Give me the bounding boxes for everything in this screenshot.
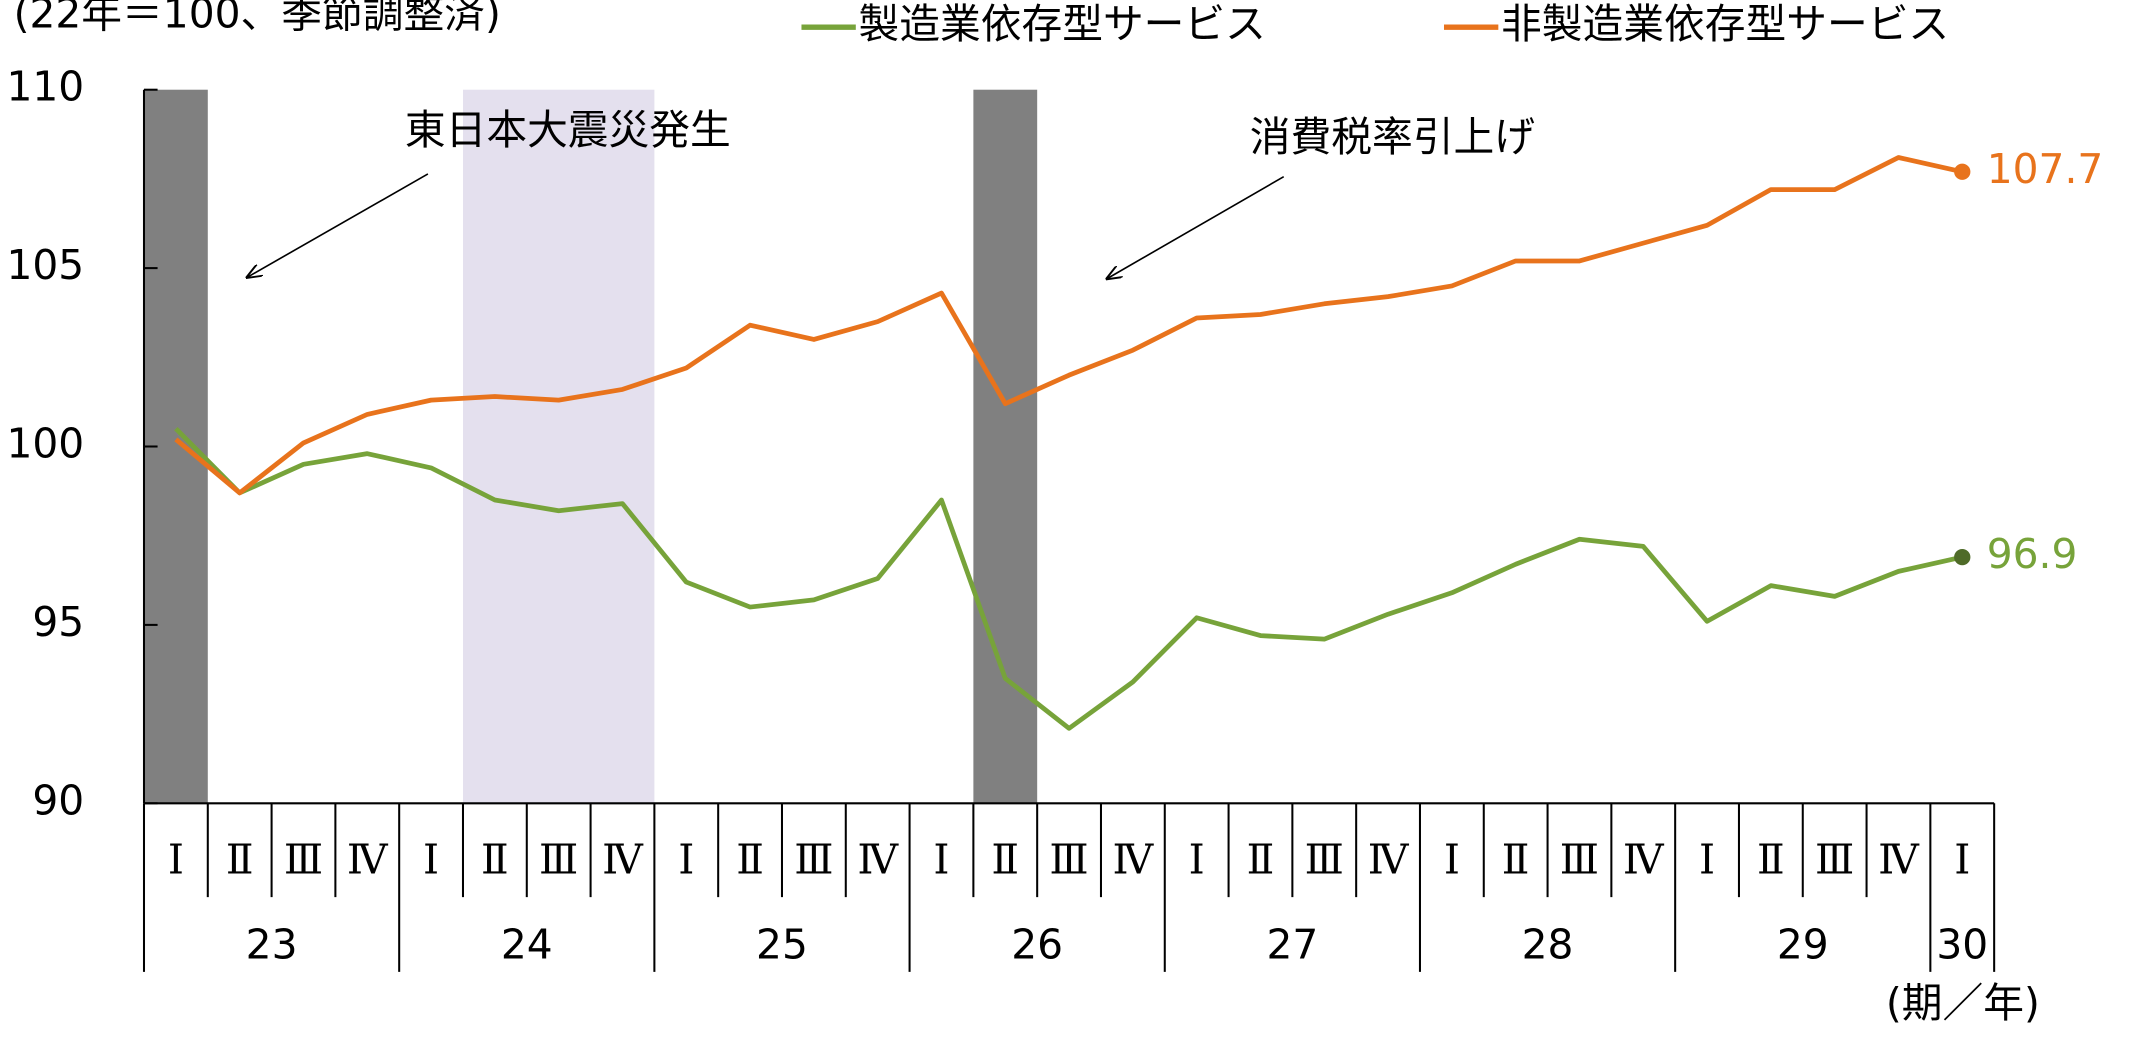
- end-marker: [1954, 163, 1971, 180]
- x-tick-label: Ⅱ: [1502, 836, 1530, 884]
- x-tick-label: Ⅱ: [736, 836, 764, 884]
- y-tick-label: 90: [32, 776, 84, 824]
- x-tick-label: Ⅰ: [1954, 836, 1970, 884]
- x-tick-label: Ⅱ: [481, 836, 509, 884]
- x-group-label: 28: [1522, 920, 1574, 968]
- x-tick-label: Ⅲ: [284, 836, 323, 884]
- shaded-period: [973, 89, 1038, 804]
- series-line: [174, 155, 1963, 496]
- x-group-label: 29: [1777, 920, 1829, 968]
- shaded-period: [462, 89, 655, 804]
- x-tick-label: Ⅰ: [933, 836, 949, 884]
- x-tick-label: Ⅰ: [168, 836, 184, 884]
- subtitle: (22年＝100、季節調整済): [14, 0, 501, 37]
- x-tick-label: Ⅳ: [1368, 836, 1410, 884]
- y-tick-label: 110: [6, 63, 84, 111]
- x-tick-label: Ⅰ: [1189, 836, 1205, 884]
- x-group-label: 24: [501, 920, 553, 968]
- x-tick-label: Ⅳ: [1623, 836, 1665, 884]
- x-tick-label: Ⅲ: [1815, 836, 1854, 884]
- series-line: [174, 426, 1963, 731]
- x-tick-label: Ⅰ: [1699, 836, 1715, 884]
- x-tick-label: Ⅳ: [1113, 836, 1155, 884]
- x-tick-label: Ⅱ: [991, 836, 1019, 884]
- x-tick-label: Ⅲ: [1305, 836, 1344, 884]
- x-tick-label: Ⅳ: [602, 836, 644, 884]
- x-tick-label: Ⅳ: [857, 836, 899, 884]
- x-tick-label: Ⅱ: [1757, 836, 1785, 884]
- x-unit: (期／年): [1886, 979, 2040, 1027]
- y-tick-label: 95: [32, 598, 84, 646]
- x-group-label: 23: [246, 920, 298, 968]
- annotation-arrow: [1107, 175, 1285, 279]
- annotation-arrow: [247, 173, 429, 277]
- x-tick-label: Ⅲ: [1560, 836, 1599, 884]
- x-tick-label: Ⅳ: [1878, 836, 1920, 884]
- legend-label: 製造業依存型サービス: [859, 0, 1266, 48]
- end-label: 96.9: [1987, 530, 2078, 578]
- end-label: 107.7: [1987, 145, 2104, 193]
- y-tick-label: 100: [6, 419, 84, 467]
- x-tick-label: Ⅲ: [539, 836, 578, 884]
- annotation: 東日本大震災発生: [405, 106, 731, 154]
- x-tick-label: Ⅱ: [226, 836, 254, 884]
- x-tick-label: Ⅳ: [347, 836, 389, 884]
- y-tick-label: 105: [6, 241, 84, 289]
- x-tick-label: Ⅲ: [794, 836, 833, 884]
- legend-label: 非製造業依存型サービス: [1501, 0, 1949, 48]
- annotation: 消費税率引上げ: [1250, 113, 1535, 161]
- x-group-label: 27: [1266, 920, 1318, 968]
- x-tick-label: Ⅰ: [423, 836, 439, 884]
- x-group-label: 26: [1011, 920, 1063, 968]
- x-tick-label: Ⅰ: [678, 836, 694, 884]
- x-group-label: 25: [756, 920, 808, 968]
- end-marker: [1954, 548, 1971, 566]
- x-group-label: 30: [1936, 920, 1988, 968]
- x-tick-label: Ⅱ: [1247, 836, 1275, 884]
- x-tick-label: Ⅲ: [1049, 836, 1088, 884]
- x-tick-label: Ⅰ: [1444, 836, 1460, 884]
